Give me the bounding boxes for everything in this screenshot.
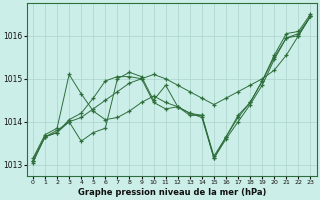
X-axis label: Graphe pression niveau de la mer (hPa): Graphe pression niveau de la mer (hPa) (77, 188, 266, 197)
